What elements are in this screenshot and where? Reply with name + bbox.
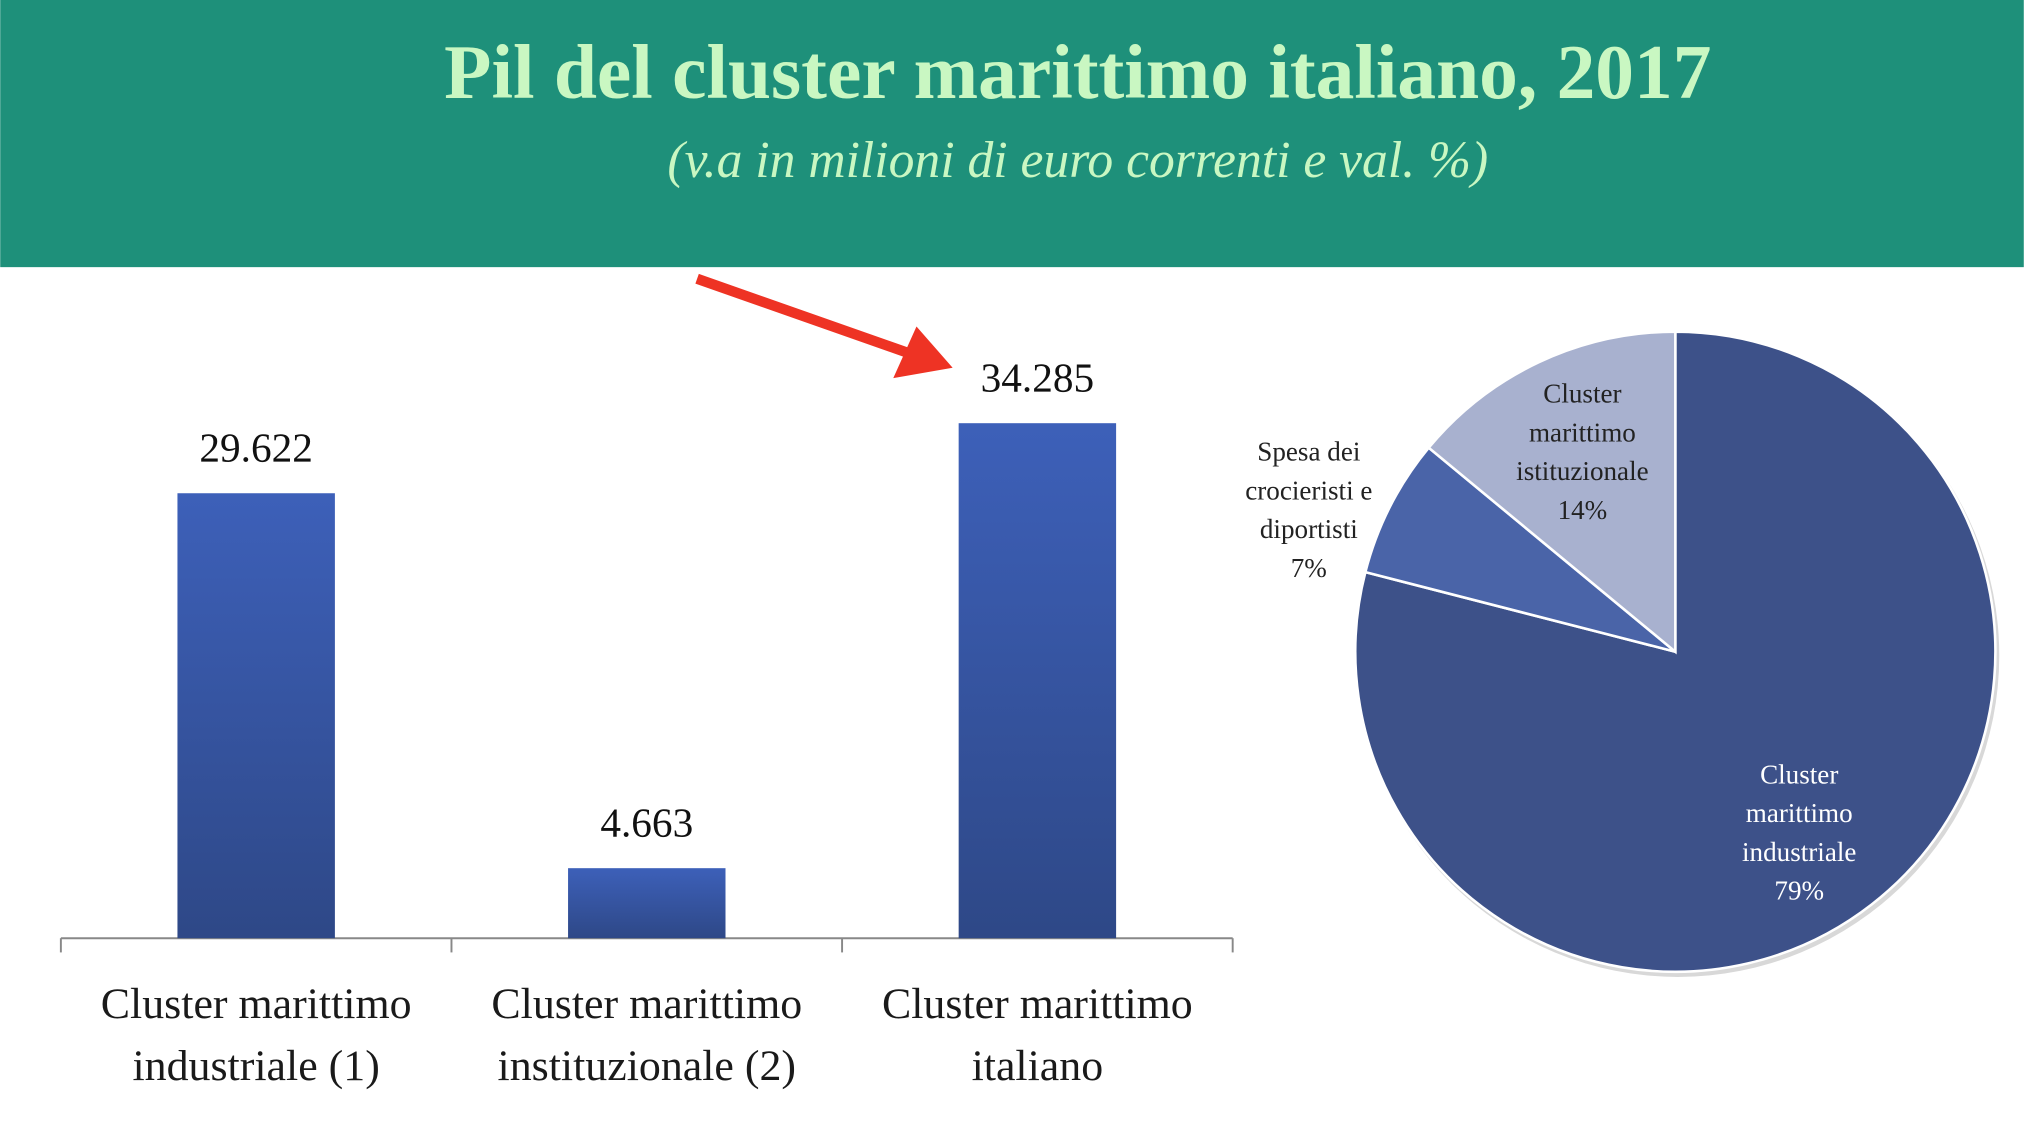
slice-label-box: Spesa dei crocieristi e diportisti 7% (1245, 436, 1373, 584)
slice-percent: 7% (1290, 552, 1327, 584)
arrow (695, 273, 953, 379)
slice-label: Spesa dei crocieristi e diportisti (1245, 436, 1373, 545)
header-band (0, 0, 2024, 268)
bar (568, 868, 726, 939)
x-tick-label: Cluster marittimo instituzionale (2) (491, 980, 803, 1091)
bar (958, 423, 1117, 939)
x-label-box: Cluster marittimo instituzionale (2) (491, 980, 803, 1091)
x-label-box: Cluster marittimo italiano (881, 980, 1193, 1091)
slice-percent: 79% (1774, 874, 1825, 906)
pie-slice (1363, 445, 1677, 653)
x-tick-label: Cluster marittimo italiano (881, 980, 1193, 1091)
value-label: 4.663 (600, 799, 693, 845)
slice-percent: 14% (1557, 494, 1608, 526)
value-label: 29.622 (199, 424, 313, 470)
slice-label: Cluster marittimo industriale (1742, 758, 1857, 868)
subtitle: (v.a in milioni di euro correnti e val. … (667, 132, 1488, 189)
slice-label-box: Cluster marittimo industriale 79% (1742, 758, 1857, 906)
title: Pil del cluster marittimo italiano, 2017 (444, 29, 1711, 115)
x-tick-label: Cluster marittimo industriale (1) (100, 980, 412, 1091)
pie-slice (1426, 330, 1677, 655)
bar (177, 493, 335, 939)
x-label-box: Cluster marittimo industriale (1) (100, 980, 412, 1091)
slice-label: Cluster marittimo istituzionale (1516, 378, 1649, 487)
slice-label-box: Cluster marittimo istituzionale 14% (1516, 378, 1649, 526)
value-label: 34.285 (981, 354, 1095, 400)
